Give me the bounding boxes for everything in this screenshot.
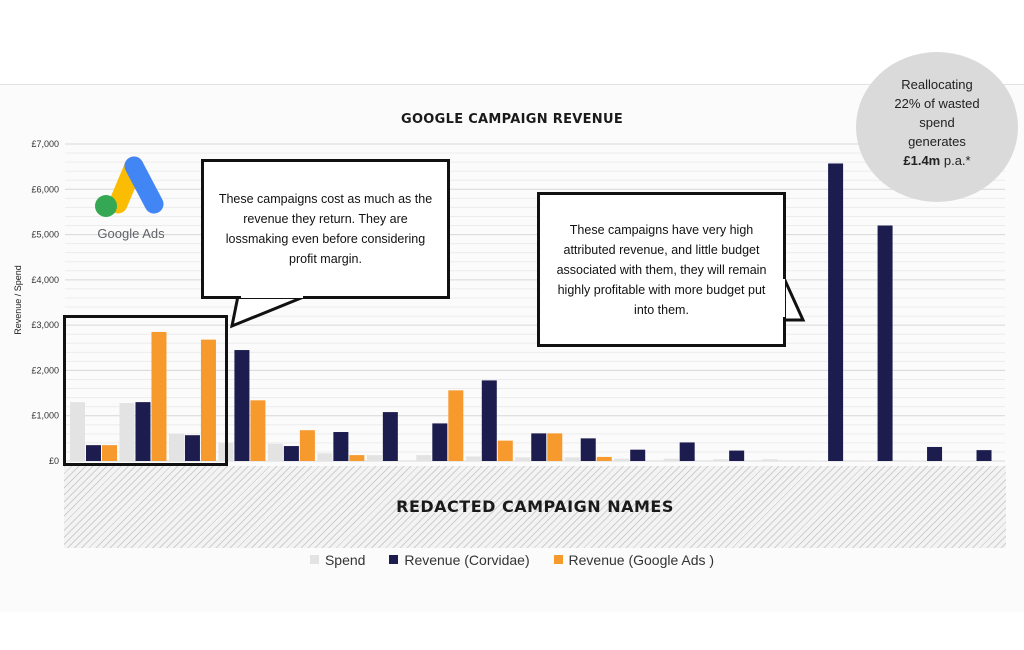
legend-label-spend: Spend (324, 551, 366, 568)
google-ads-logo-icon (95, 156, 164, 217)
bar-spend (267, 443, 283, 461)
bubble-line-3: spend (919, 114, 955, 130)
bar-revenue-google-ads (596, 456, 612, 461)
legend-swatch-revenue-corvidae (389, 555, 399, 564)
logo-text: Google Ads (97, 226, 165, 241)
bar-revenue-corvidae (976, 450, 992, 461)
bar-revenue-corvidae (679, 442, 695, 461)
bar-revenue-corvidae (382, 412, 398, 461)
bar-revenue-google-ads (349, 455, 365, 461)
bar-revenue-google-ads (547, 433, 563, 461)
panel-divider (0, 84, 1024, 85)
y-tick-label: £4,000 (31, 275, 59, 285)
legend-swatch-revenue-google-ads (553, 555, 563, 564)
callout-left-text: These campaigns cost as much as the reve… (218, 192, 433, 266)
bar-spend (465, 456, 481, 461)
bar-revenue-corvidae (580, 438, 596, 461)
bar-spend (70, 402, 85, 461)
callout-left-tail-joint (241, 293, 303, 298)
callout-lossmaking: These campaigns cost as much as the reve… (201, 159, 450, 299)
bubble-value-line: £1.4m p.a.* (903, 151, 970, 170)
bar-revenue-corvidae (927, 446, 943, 461)
y-tick-label: £7,000 (31, 139, 59, 149)
bar-revenue-corvidae (234, 350, 250, 461)
bubble-line-4: generates (908, 133, 966, 149)
bar-revenue-corvidae (877, 225, 893, 461)
y-tick-label: £0 (49, 456, 59, 466)
callout-right-text: These campaigns have very high attribute… (556, 222, 767, 317)
bubble-line-1: Reallocating (901, 76, 973, 92)
bar-revenue-google-ads (448, 390, 464, 461)
y-tick-label: £5,000 (31, 230, 59, 240)
bar-spend (762, 459, 778, 461)
bar-revenue-corvidae (86, 445, 101, 461)
bar-revenue-google-ads (497, 440, 513, 461)
bubble-suffix: p.a.* (940, 152, 971, 168)
y-tick-label: £1,000 (31, 411, 59, 421)
legend-item-spend: Spend (309, 551, 366, 568)
bar-revenue-corvidae (531, 433, 547, 461)
bar-spend (515, 457, 531, 461)
bar-revenue-corvidae (432, 423, 448, 461)
legend-label-revenue-google-ads: Revenue (Google Ads ) (568, 551, 715, 568)
redacted-axis-area (64, 466, 1006, 548)
bar-revenue-google-ads (102, 445, 117, 461)
bar-revenue-google-ads (151, 331, 167, 461)
bar-revenue-corvidae (333, 432, 349, 461)
legend-swatch-spend (309, 555, 319, 564)
bar-revenue-corvidae (135, 402, 151, 461)
callout-right-tail (781, 275, 806, 322)
bar-revenue-corvidae (184, 435, 200, 461)
bar-spend (119, 403, 135, 461)
chart-title: GOOGLE CAMPAIGN REVENUE (400, 112, 624, 127)
y-tick-label: £2,000 (31, 365, 59, 375)
bar-spend (317, 453, 333, 461)
bubble-value: £1.4m (903, 152, 941, 168)
bar-spend (564, 457, 580, 461)
legend-item-revenue-google-ads: Revenue (Google Ads ) (553, 551, 715, 568)
bar-revenue-corvidae (729, 450, 745, 461)
bar-revenue-corvidae (481, 380, 497, 461)
bar-revenue-google-ads (200, 339, 216, 461)
bar-revenue-corvidae (630, 449, 646, 461)
bar-spend (614, 458, 630, 461)
reallocation-bubble: Reallocating 22% of wasted spend generat… (856, 52, 1018, 202)
legend: Spend Revenue (Corvidae) Revenue (Google… (0, 551, 1024, 568)
highlight-box (63, 315, 228, 466)
callout-left-tail (229, 294, 307, 329)
legend-label-revenue-corvidae: Revenue (Corvidae) (404, 551, 530, 568)
bar-revenue-google-ads (250, 400, 266, 461)
legend-item-revenue-corvidae: Revenue (Corvidae) (389, 551, 530, 568)
y-tick-label: £3,000 (31, 320, 59, 330)
bubble-line-2: 22% of wasted (894, 95, 980, 111)
callout-high-revenue: These campaigns have very high attribute… (537, 192, 786, 347)
bar-spend (663, 458, 679, 461)
bar-spend (366, 455, 382, 461)
bar-revenue-corvidae (828, 163, 844, 462)
bar-spend (168, 433, 184, 461)
callout-right-tail-joint (780, 279, 785, 317)
y-tick-label: £6,000 (31, 184, 59, 194)
x-axis-label: REDACTED CAMPAIGN NAMES (396, 497, 674, 516)
bar-spend (713, 459, 729, 461)
bar-spend (416, 455, 432, 461)
bar-revenue-google-ads (299, 430, 315, 461)
bar-revenue-corvidae (283, 446, 299, 461)
